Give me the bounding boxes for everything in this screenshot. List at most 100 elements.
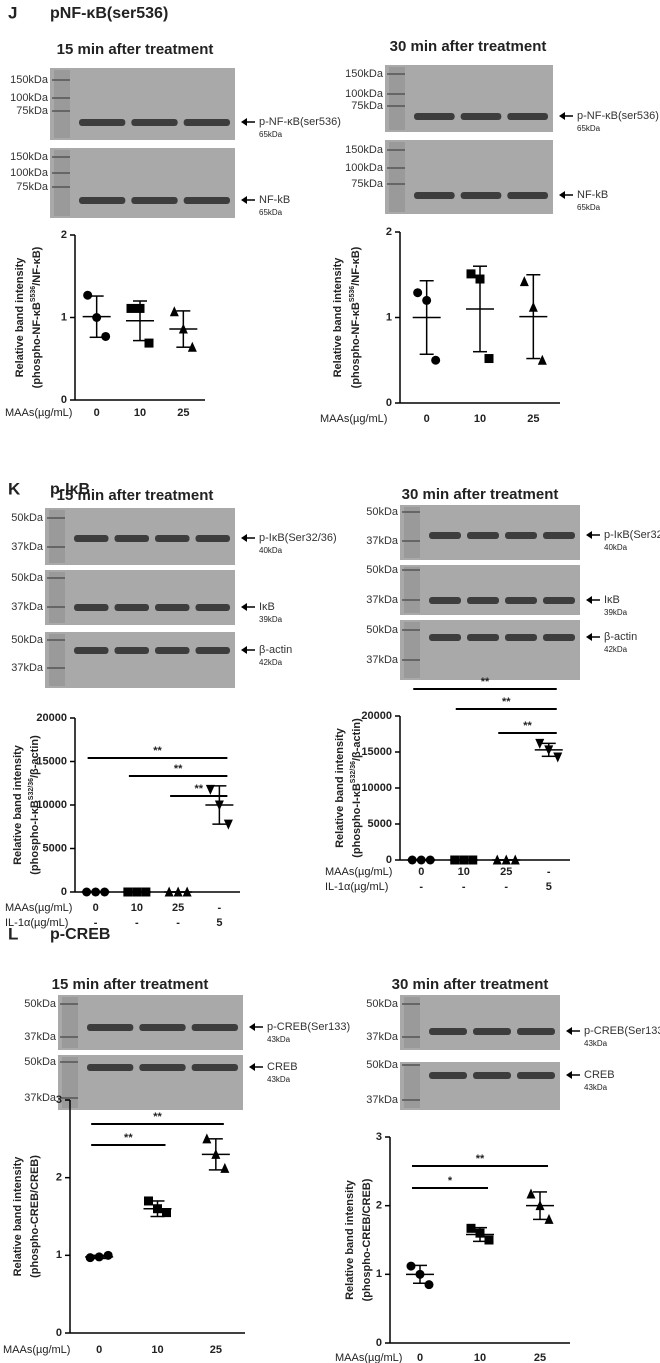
ladder-lane: [62, 1057, 78, 1108]
x-row-label: MAAs(µg/mL): [335, 1352, 402, 1363]
band: [195, 604, 230, 611]
band: [429, 532, 461, 539]
arrow-head: [566, 1071, 572, 1079]
marker-label: 37kDa: [11, 662, 44, 674]
y-axis-label: (phospho-CREB/CREB): [29, 1155, 41, 1278]
size-label: 40kDa: [604, 543, 628, 552]
band: [155, 604, 190, 611]
marker-label: 37kDa: [11, 541, 44, 553]
target-label: β-actin: [259, 644, 292, 656]
size-label: 65kDa: [259, 130, 283, 139]
panel-title: p-IκB: [50, 481, 90, 498]
size-label: 43kDa: [267, 1075, 291, 1084]
panel-letter: K: [8, 479, 21, 498]
size-label: 43kDa: [267, 1035, 291, 1044]
x-tick-label: 25: [500, 866, 512, 878]
ladder-lane: [54, 70, 70, 138]
data-point: [144, 338, 154, 348]
ladder-lane: [49, 572, 65, 623]
band: [505, 532, 537, 539]
band: [543, 597, 575, 604]
band: [543, 532, 575, 539]
data-point: [187, 341, 197, 352]
y-tick-label: 3: [376, 1131, 382, 1143]
target-label: CREB: [267, 1061, 298, 1073]
marker-label: 37kDa: [366, 654, 399, 666]
data-point: [126, 303, 136, 313]
arrow-head: [249, 1063, 255, 1071]
arrow-head: [241, 196, 247, 204]
y-tick-label: 5000: [368, 818, 392, 830]
band: [79, 197, 126, 204]
marker-label: 150kDa: [345, 144, 384, 156]
band: [517, 1072, 555, 1079]
blot: [385, 140, 553, 214]
data-point: [424, 1280, 434, 1290]
y-tick-label: 15000: [361, 746, 392, 758]
target-label: NF-kB: [577, 189, 608, 201]
y-axis-label-part: S536: [349, 286, 356, 302]
marker-label: 150kDa: [10, 74, 49, 86]
band: [507, 192, 548, 199]
column-heading: 15 min after treatment: [52, 976, 209, 993]
column-heading: 15 min after treatment: [57, 41, 214, 58]
significance-label: **: [153, 1111, 162, 1123]
y-axis-label: Relative band intensity: [12, 1156, 24, 1277]
target-label: p-NF-κB(ser536): [259, 116, 341, 128]
x-row-label: MAAs(µg/mL): [3, 1344, 70, 1356]
data-point: [484, 1235, 494, 1245]
marker-label: 50kDa: [366, 998, 399, 1010]
data-point: [101, 331, 111, 341]
band: [191, 1024, 238, 1031]
target-label: CREB: [584, 1069, 615, 1081]
x-tick-label: 10: [151, 1344, 163, 1356]
ladder-lane: [54, 150, 70, 216]
x-tick-label: -: [135, 917, 139, 929]
band: [414, 113, 455, 120]
ladder-lane: [389, 142, 405, 212]
y-tick-label: 0: [386, 854, 392, 866]
marker-label: 75kDa: [16, 105, 49, 117]
y-tick-label: 1: [386, 311, 392, 323]
data-point: [205, 784, 215, 795]
blot: [400, 1062, 560, 1110]
band: [473, 1072, 511, 1079]
y-axis-label: (phospho-I-κBS32/36/β-actin): [350, 718, 363, 858]
marker-label: 50kDa: [366, 624, 399, 636]
blot: [50, 68, 235, 140]
marker-label: 37kDa: [11, 601, 44, 613]
marker-label: 100kDa: [10, 92, 49, 104]
y-axis-label-part: S32/36: [350, 761, 357, 783]
ladder-lane: [404, 567, 420, 613]
x-tick-label: -: [462, 881, 466, 893]
y-tick-label: 20000: [36, 712, 67, 724]
data-point: [162, 1208, 171, 1218]
x-tick-label: 10: [474, 1352, 486, 1363]
x-tick-label: 25: [527, 413, 539, 425]
x-tick-label: -: [547, 866, 551, 878]
ladder-lane: [49, 510, 65, 563]
y-tick-label: 1: [376, 1268, 382, 1280]
data-point: [544, 1213, 554, 1224]
marker-label: 50kDa: [11, 634, 44, 646]
arrow-head: [249, 1023, 255, 1031]
significance-label: **: [174, 763, 183, 775]
data-point: [466, 1223, 476, 1233]
y-axis-label-part: /NF-κB): [31, 246, 43, 285]
x-row-label: MAAs(µg/mL): [5, 902, 72, 914]
x-tick-label: 5: [546, 881, 552, 893]
band: [195, 647, 230, 654]
y-axis-label-part: (phospho-I-κB: [29, 800, 41, 875]
x-tick-label: 25: [210, 1344, 222, 1356]
y-axis-label: Relative band intensity: [344, 1179, 356, 1300]
significance-label: **: [476, 1153, 485, 1165]
x-tick-label: 10: [458, 866, 470, 878]
marker-label: 150kDa: [10, 151, 49, 163]
target-label: NF-kB: [259, 194, 290, 206]
x-tick-label: -: [94, 917, 98, 929]
y-tick-label: 1: [61, 311, 67, 323]
blot: [50, 148, 235, 218]
column-heading: 30 min after treatment: [392, 976, 549, 993]
band: [79, 119, 126, 126]
band: [74, 535, 109, 542]
